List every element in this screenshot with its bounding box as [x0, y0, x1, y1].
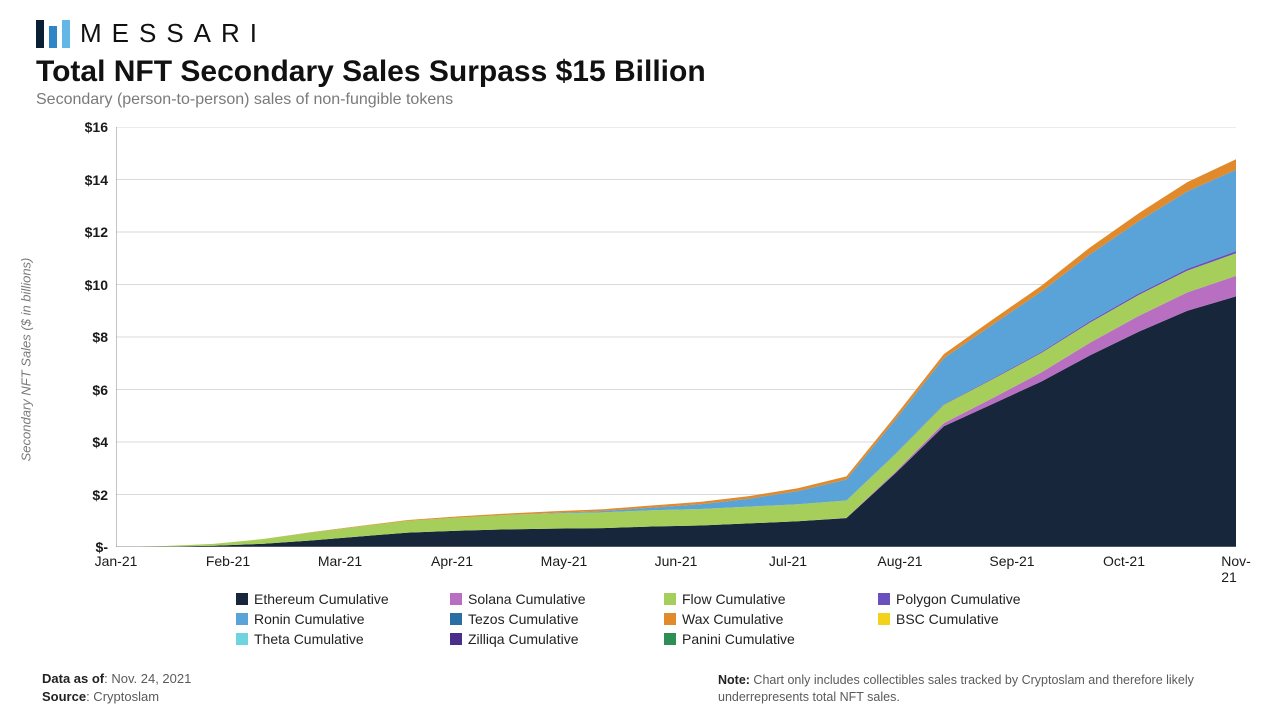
y-tick: $8 — [44, 329, 116, 345]
y-tick: $4 — [44, 434, 116, 450]
legend-item: Solana Cumulative — [450, 591, 640, 607]
x-tick: Feb-21 — [206, 553, 250, 569]
legend-swatch — [236, 593, 248, 605]
legend-item: Ethereum Cumulative — [236, 591, 426, 607]
source-label: Source — [42, 689, 86, 704]
legend-item: Panini Cumulative — [664, 631, 854, 647]
legend-item: Wax Cumulative — [664, 611, 854, 627]
data-as-of-value: : Nov. 24, 2021 — [104, 671, 191, 686]
chart-container: Secondary NFT Sales ($ in billions) $-$2… — [44, 117, 1244, 587]
legend-label: Polygon Cumulative — [896, 591, 1021, 607]
y-tick: $14 — [44, 172, 116, 188]
note-label: Note: — [718, 673, 750, 687]
plot-area — [116, 127, 1236, 547]
legend-swatch — [450, 633, 462, 645]
legend-label: Zilliqa Cumulative — [468, 631, 578, 647]
legend-label: Panini Cumulative — [682, 631, 795, 647]
legend-item: BSC Cumulative — [878, 611, 1068, 627]
y-tick: $6 — [44, 382, 116, 398]
footer-left: Data as of: Nov. 24, 2021 Source: Crypto… — [42, 670, 191, 706]
legend-swatch — [878, 593, 890, 605]
x-tick: Oct-21 — [1103, 553, 1145, 569]
x-tick: Apr-21 — [431, 553, 473, 569]
chart-subtitle: Secondary (person-to-person) sales of no… — [36, 91, 1244, 109]
legend-swatch — [450, 593, 462, 605]
legend-swatch — [450, 613, 462, 625]
x-tick: Jun-21 — [655, 553, 698, 569]
x-tick: Mar-21 — [318, 553, 362, 569]
footer-note: Note: Chart only includes collectibles s… — [718, 672, 1238, 706]
source-value: : Cryptoslam — [86, 689, 159, 704]
legend-swatch — [236, 633, 248, 645]
x-tick: Nov-21 — [1221, 553, 1251, 585]
legend-swatch — [664, 613, 676, 625]
y-tick: $16 — [44, 119, 116, 135]
chart-title: Total NFT Secondary Sales Surpass $15 Bi… — [36, 55, 1244, 89]
legend-swatch — [878, 613, 890, 625]
y-tick: $12 — [44, 224, 116, 240]
note-text: Chart only includes collectibles sales t… — [718, 673, 1194, 704]
legend-label: Ethereum Cumulative — [254, 591, 389, 607]
page-root: MESSARI Total NFT Secondary Sales Surpas… — [0, 0, 1280, 720]
y-tick: $10 — [44, 277, 116, 293]
legend-label: Theta Cumulative — [254, 631, 364, 647]
legend-label: BSC Cumulative — [896, 611, 999, 627]
x-tick: Sep-21 — [989, 553, 1034, 569]
brand-logo: MESSARI — [36, 18, 1244, 49]
data-as-of-label: Data as of — [42, 671, 104, 686]
legend: Ethereum Cumulative Solana Cumulative Flow… — [236, 591, 1116, 647]
legend-label: Solana Cumulative — [468, 591, 586, 607]
legend-item: Zilliqa Cumulative — [450, 631, 640, 647]
legend-item: Flow Cumulative — [664, 591, 854, 607]
legend-item: Polygon Cumulative — [878, 591, 1068, 607]
legend-label: Ronin Cumulative — [254, 611, 365, 627]
legend-label: Tezos Cumulative — [468, 611, 579, 627]
legend-swatch — [664, 593, 676, 605]
footer: Data as of: Nov. 24, 2021 Source: Crypto… — [42, 670, 1238, 706]
x-tick: May-21 — [541, 553, 588, 569]
legend-item: Ronin Cumulative — [236, 611, 426, 627]
legend-swatch — [236, 613, 248, 625]
y-axis-title: Secondary NFT Sales ($ in billions) — [19, 258, 34, 462]
x-tick: Aug-21 — [877, 553, 922, 569]
brand-name: MESSARI — [80, 18, 267, 49]
legend-item: Theta Cumulative — [236, 631, 426, 647]
legend-label: Wax Cumulative — [682, 611, 783, 627]
legend-swatch — [664, 633, 676, 645]
y-tick: $2 — [44, 487, 116, 503]
legend-item: Tezos Cumulative — [450, 611, 640, 627]
legend-label: Flow Cumulative — [682, 591, 785, 607]
stacked-area-svg — [116, 127, 1236, 547]
x-tick: Jan-21 — [95, 553, 138, 569]
messari-bars-icon — [36, 20, 70, 48]
x-tick: Jul-21 — [769, 553, 807, 569]
